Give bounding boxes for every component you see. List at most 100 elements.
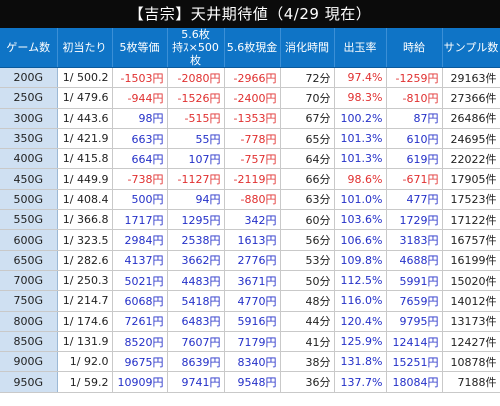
- cell-game: 500G: [0, 189, 58, 211]
- cell-cash56: -1353円: [224, 108, 281, 129]
- cell-game: 700G: [0, 270, 58, 292]
- table-row: 550G 1/ 366.8 1717円 1295円 342円 60分 103.6% 1729円…: [0, 209, 500, 231]
- cell-time: 48分: [280, 290, 335, 312]
- cell-hit: 1/ 408.4: [57, 189, 113, 211]
- cell-hourly: 4688円: [386, 250, 443, 271]
- cell-coin5: 98円: [112, 108, 168, 129]
- cell-cash56: -2400円: [224, 87, 281, 109]
- cell-hit: 1/ 443.6: [57, 108, 113, 129]
- cell-rate: 101.3%: [334, 128, 387, 150]
- cell-hit: 1/ 366.8: [57, 209, 113, 231]
- cell-hit: 1/ 250.3: [57, 270, 113, 292]
- cell-game: 600G: [0, 229, 58, 251]
- cell-hourly: 477円: [386, 189, 443, 211]
- cell-hourly: 619円: [386, 148, 443, 170]
- expected-value-table: ゲーム数 初当たり 5枚等価 5.6枚 持ｽ×500枚 5.6枚現金 消化時間 …: [0, 28, 500, 393]
- header-game: ゲーム数: [0, 28, 58, 68]
- cell-hit: 1/ 449.9: [57, 168, 113, 190]
- cell-sample: 14012件: [442, 290, 500, 312]
- cell-sample: 24695件: [442, 128, 500, 150]
- table-row: 500G 1/ 408.4 500円 94円 -880円 63分 101.0% 477円 175…: [0, 189, 500, 211]
- cell-hourly: 12414円: [386, 331, 443, 353]
- cell-sample: 15020件: [442, 270, 500, 292]
- table-row: 350G 1/ 421.9 663円 55円 -778円 65分 101.3% 610円 246…: [0, 128, 500, 150]
- cell-rate: 101.3%: [334, 148, 387, 170]
- cell-sample: 7188件: [442, 371, 500, 393]
- cell-time: 38分: [280, 351, 335, 373]
- header-hourly: 時給: [386, 28, 443, 68]
- cell-cash56: 2776円: [224, 250, 281, 271]
- cell-hit: 1/ 214.7: [57, 290, 113, 312]
- table-row: 750G 1/ 214.7 6068円 5418円 4770円 48分 116.0% 7659…: [0, 290, 500, 312]
- cell-hit: 1/ 92.0: [57, 351, 113, 373]
- table-body: 200G 1/ 500.2 -1503円 -2080円 -2966円 72分 97.4% -1…: [0, 67, 500, 393]
- cell-coin5: 5021円: [112, 270, 168, 292]
- cell-cash56: -778円: [224, 128, 281, 150]
- cell-coin56: 9741円: [167, 371, 225, 393]
- cell-hourly: 3183円: [386, 229, 443, 251]
- cell-coin56: -1526円: [167, 87, 225, 109]
- cell-hourly: 18084円: [386, 371, 443, 393]
- cell-coin56: 5418円: [167, 290, 225, 312]
- cell-coin5: 500円: [112, 189, 168, 211]
- cell-coin56: 2538円: [167, 229, 225, 251]
- cell-hit: 1/ 415.8: [57, 148, 113, 170]
- cell-hourly: 87円: [386, 108, 443, 129]
- cell-cash56: -880円: [224, 189, 281, 211]
- cell-cash56: 1613円: [224, 229, 281, 251]
- cell-coin5: 9675円: [112, 351, 168, 373]
- cell-coin5: 10909円: [112, 371, 168, 393]
- cell-coin56: 7607円: [167, 331, 225, 353]
- cell-time: 53分: [280, 250, 335, 271]
- header-hit: 初当たり: [57, 28, 113, 68]
- cell-rate: 112.5%: [334, 270, 387, 292]
- header-sample: サンプル数: [442, 28, 500, 68]
- cell-hit: 1/ 479.6: [57, 87, 113, 109]
- cell-coin5: 663円: [112, 128, 168, 150]
- cell-sample: 16199件: [442, 250, 500, 271]
- cell-rate: 101.0%: [334, 189, 387, 211]
- cell-time: 41分: [280, 331, 335, 353]
- cell-cash56: 3671円: [224, 270, 281, 292]
- cell-hourly: 7659円: [386, 290, 443, 312]
- cell-time: 64分: [280, 148, 335, 170]
- cell-coin5: -1503円: [112, 67, 168, 89]
- cell-coin56: 55円: [167, 128, 225, 150]
- cell-rate: 120.4%: [334, 311, 387, 332]
- cell-cash56: -757円: [224, 148, 281, 170]
- cell-sample: 12427件: [442, 331, 500, 353]
- cell-sample: 27366件: [442, 87, 500, 109]
- cell-cash56: 7179円: [224, 331, 281, 353]
- cell-cash56: -2966円: [224, 67, 281, 89]
- header-coin56-line1: 5.6枚: [181, 28, 210, 41]
- cell-coin56: 4483円: [167, 270, 225, 292]
- header-cash56: 5.6枚現金: [224, 28, 281, 68]
- cell-sample: 10878件: [442, 351, 500, 373]
- cell-game: 250G: [0, 87, 58, 109]
- cell-hit: 1/ 131.9: [57, 331, 113, 353]
- cell-hit: 1/ 59.2: [57, 371, 113, 393]
- page-title: 【吉宗】天井期待値（4/29 現在）: [0, 0, 500, 28]
- table-row: 450G 1/ 449.9 -738円 -1127円 -2119円 66分 98.6% -67…: [0, 168, 500, 190]
- cell-coin56: -2080円: [167, 67, 225, 89]
- cell-sample: 17523件: [442, 189, 500, 211]
- cell-coin56: 1295円: [167, 209, 225, 231]
- cell-time: 36分: [280, 371, 335, 393]
- cell-hit: 1/ 323.5: [57, 229, 113, 251]
- cell-rate: 98.3%: [334, 87, 387, 109]
- cell-sample: 16757件: [442, 229, 500, 251]
- table-row: 250G 1/ 479.6 -944円 -1526円 -2400円 70分 98.3% -81…: [0, 87, 500, 109]
- cell-cash56: 4770円: [224, 290, 281, 312]
- cell-game: 900G: [0, 351, 58, 373]
- cell-coin56: 8639円: [167, 351, 225, 373]
- cell-cash56: 342円: [224, 209, 281, 231]
- table-row: 850G 1/ 131.9 8520円 7607円 7179円 41分 125.9% 1241…: [0, 331, 500, 353]
- header-rate: 出玉率: [334, 28, 387, 68]
- cell-coin5: 8520円: [112, 331, 168, 353]
- cell-coin5: -944円: [112, 87, 168, 109]
- table-row: 800G 1/ 174.6 7261円 6483円 5916円 44分 120.4% 9795…: [0, 311, 500, 332]
- cell-time: 44分: [280, 311, 335, 332]
- cell-hourly: 9795円: [386, 311, 443, 332]
- cell-coin5: 4137円: [112, 250, 168, 271]
